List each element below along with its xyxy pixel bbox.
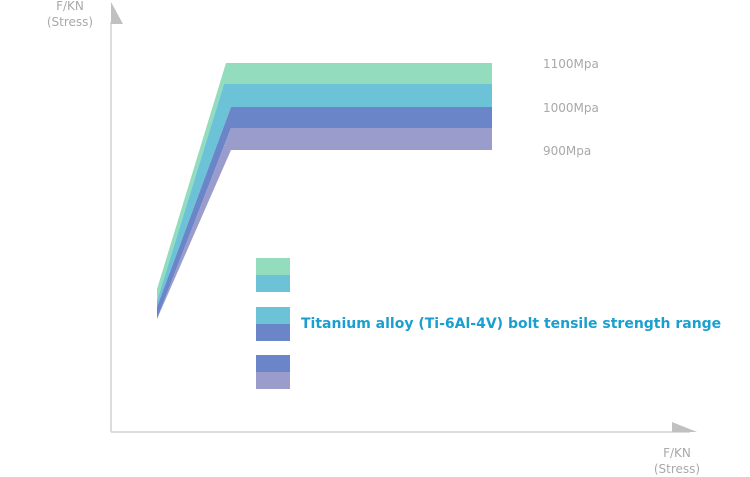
x-axis-label-line-2: (Stress) [654,462,700,476]
level-label-1100mpa: 1100Mpa [543,57,599,71]
band-900mpa [157,128,492,319]
legend-swatch-1a [256,258,290,275]
x-axis-label-line-1: F/KN [663,446,691,460]
y-axis-label-line-1: F/KN [56,0,84,13]
level-label-1000mpa: 1000Mpa [543,101,599,115]
y-axis-arrow-icon [111,2,123,24]
x-axis-arrow-icon [672,422,697,432]
legend-swatch-3a [256,355,290,372]
legend-swatch-3b [256,372,290,389]
legend: Titanium alloy (Ti-6Al-4V) bolt tensile … [256,258,721,389]
legend-swatch-1b [256,275,290,292]
band-1000mpa [157,84,492,307]
y-axis-label-line-2: (Stress) [47,15,93,29]
legend-caption: Titanium alloy (Ti-6Al-4V) bolt tensile … [301,316,721,332]
legend-swatch-2b [256,324,290,341]
level-label-900mpa: 900Mpa [543,144,591,158]
legend-swatch-2a [256,307,290,324]
strength-bands [157,63,492,319]
